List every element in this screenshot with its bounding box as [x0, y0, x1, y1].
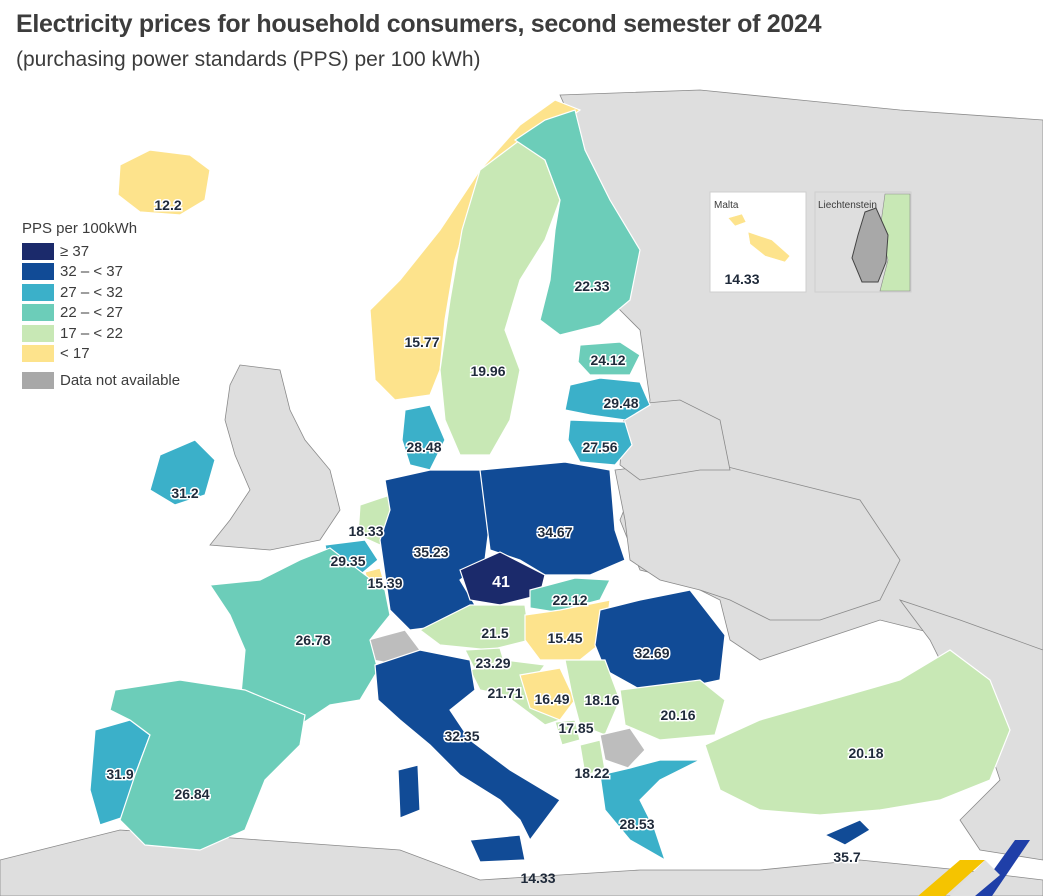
region-cyprus: [823, 819, 871, 846]
label-ireland: 31.2: [171, 485, 198, 501]
legend-swatch: [22, 242, 54, 260]
label-latvia: 29.48: [603, 395, 638, 411]
label-estonia: 24.12: [590, 352, 625, 368]
label-czechia: 41: [492, 574, 510, 591]
label-austria: 21.5: [481, 625, 508, 641]
inset-malta-title: Malta: [714, 200, 739, 211]
label-bulgaria: 20.16: [660, 707, 695, 723]
legend-item: 22 – < 27: [22, 303, 180, 324]
region-uk: [209, 364, 341, 551]
label-poland: 34.67: [537, 524, 572, 540]
legend-item: 32 – < 37: [22, 262, 180, 283]
label-spain: 26.84: [174, 786, 209, 802]
region-estonia: [577, 341, 641, 376]
region-north-africa: [0, 829, 1043, 896]
label-north-macedonia: 18.22: [574, 765, 609, 781]
eurostat-logo: [918, 840, 1030, 896]
logo-yellow-stripe: [918, 860, 985, 896]
inset-liechtenstein: Liechtenstein: [814, 191, 912, 293]
label-turkey: 20.18: [848, 745, 883, 761]
legend-label: 32 – < 37: [60, 263, 123, 281]
inset-liechtenstein-country: [851, 207, 889, 283]
region-lithuania: [567, 419, 633, 466]
legend-label: 27 – < 32: [60, 283, 123, 301]
map-title: Electricity prices for household consume…: [16, 10, 822, 38]
region-romania: [594, 589, 726, 696]
region-kosovo-albania: [599, 727, 646, 769]
legend-label: < 17: [60, 345, 90, 363]
region-slovakia: [529, 577, 611, 613]
legend-label: ≥ 37: [60, 242, 90, 260]
legend-item-nodata: Data not available: [22, 370, 180, 391]
inset-malta-value: 14.33: [724, 271, 759, 287]
inset-liechtenstein-title: Liechtenstein: [818, 200, 877, 211]
logo-grey-stripe: [950, 860, 1000, 896]
label-netherlands: 18.33: [348, 523, 383, 539]
legend-swatch: [22, 304, 54, 322]
legend-swatch-nodata: [22, 371, 54, 389]
label-luxembourg: 15.39: [367, 575, 402, 591]
legend-label-nodata: Data not available: [60, 371, 181, 389]
legend-item: 27 – < 32: [22, 282, 180, 303]
label-slovenia: 23.29: [475, 655, 510, 671]
region-hungary: [524, 599, 611, 661]
label-croatia: 21.71: [487, 685, 522, 701]
region-bosnia: [519, 667, 576, 721]
region-ukraine: [614, 459, 901, 621]
label-belgium: 29.35: [330, 553, 365, 569]
region-latvia: [564, 377, 651, 421]
map-subtitle: (purchasing power standards (PPS) per 10…: [16, 48, 481, 71]
legend-swatch: [22, 324, 54, 342]
label-finland: 22.33: [574, 278, 609, 294]
label-hungary: 15.45: [547, 630, 582, 646]
label-greece: 28.53: [619, 816, 654, 832]
inset-malta-island: [747, 231, 791, 263]
label-portugal: 31.9: [106, 766, 133, 782]
legend-label: 22 – < 27: [60, 304, 123, 322]
region-belarus: [619, 399, 731, 481]
legend-title: PPS per 100kWh: [22, 220, 138, 237]
label-sweden: 19.96: [470, 363, 505, 379]
inset-malta-gozo: [727, 213, 747, 227]
region-finland: [513, 109, 641, 336]
region-sardinia: [397, 764, 421, 819]
label-serbia: 18.16: [584, 692, 619, 708]
label-romania: 32.69: [634, 645, 669, 661]
legend: PPS per 100kWh ≥ 37 32 – < 37 27 – < 32 …: [22, 220, 180, 391]
label-cyprus: 35.7: [833, 849, 860, 865]
inset-malta: Malta 14.33: [709, 191, 807, 293]
region-bulgaria: [619, 679, 726, 741]
legend-swatch: [22, 263, 54, 281]
region-north-macedonia: [579, 739, 606, 776]
legend-label: 17 – < 22: [60, 324, 123, 342]
region-france: [208, 547, 391, 726]
label-iceland: 12.2: [154, 197, 181, 213]
label-malta-main: 14.33: [520, 870, 555, 886]
legend-swatch: [22, 283, 54, 301]
region-ireland: [149, 439, 216, 506]
label-bosnia: 16.49: [534, 691, 569, 707]
region-sicily: [469, 834, 526, 863]
legend-item: ≥ 37: [22, 241, 180, 262]
legend-item: 17 – < 22: [22, 323, 180, 344]
label-italy: 32.35: [444, 728, 479, 744]
region-montenegro: [554, 719, 581, 746]
label-slovakia: 22.12: [552, 592, 587, 608]
legend-item: < 17: [22, 344, 180, 365]
region-poland: [479, 461, 626, 576]
label-germany: 35.23: [413, 544, 448, 560]
label-france: 26.78: [295, 632, 330, 648]
label-norway: 15.77: [404, 334, 439, 350]
label-montenegro: 17.85: [558, 720, 593, 736]
region-italy: [374, 649, 561, 842]
label-lithuania: 27.56: [582, 439, 617, 455]
legend-swatch: [22, 345, 54, 363]
label-denmark: 28.48: [406, 439, 441, 455]
region-greece: [599, 759, 701, 862]
region-iceland: [117, 149, 211, 216]
region-spain: [109, 679, 306, 851]
region-turkey: [704, 649, 1011, 816]
